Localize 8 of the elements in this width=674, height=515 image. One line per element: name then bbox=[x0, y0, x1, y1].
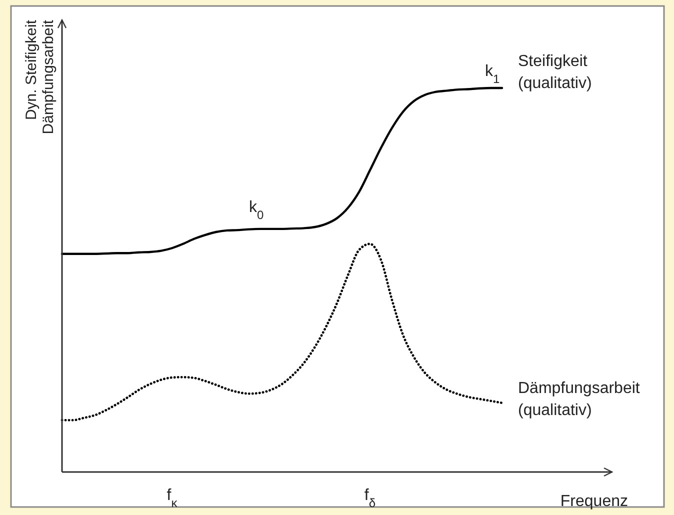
series-label: Steifigkeit (qualitativ) bbox=[518, 53, 592, 92]
text: k$_{1}$ bbox=[485, 63, 500, 86]
x-axis-title: Frequenz bbox=[560, 493, 628, 510]
x-tick-label: f$_{κ}$ bbox=[166, 487, 178, 510]
annotation: k$_{0}$ bbox=[249, 199, 264, 222]
series-label: Dämpfungsarbeit (qualitativ) bbox=[518, 380, 640, 419]
y-axis-title: Dyn. Steifigkeit Dämpfungsarbeit bbox=[23, 19, 57, 134]
x-tick-label: f$_{δ}$ bbox=[364, 487, 376, 510]
